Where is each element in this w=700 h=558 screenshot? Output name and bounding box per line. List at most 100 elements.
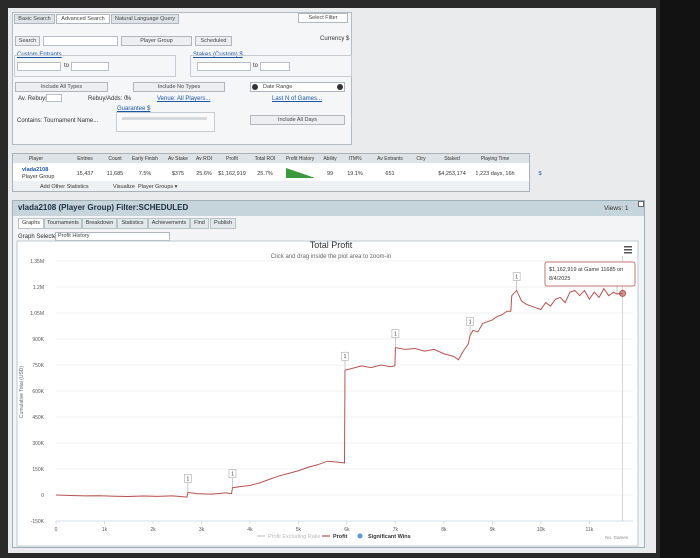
exclude-types[interactable]: Include No Types — [133, 82, 225, 92]
chart-title: Total Profit — [310, 240, 353, 250]
table-footer-link[interactable]: Visualize — [113, 184, 135, 190]
x-tick-label: 9k — [490, 527, 496, 533]
last-n[interactable]: Last N of Games... — [272, 96, 323, 102]
legend-label[interactable]: Profit Excluding Rake — [268, 534, 321, 540]
window-tab[interactable]: Achievements — [148, 218, 190, 229]
column-header: ITM% — [348, 156, 362, 162]
menu-icon[interactable] — [624, 246, 632, 254]
y-tick-label: 750K — [32, 363, 44, 369]
hover-point — [619, 289, 627, 297]
column-header: Ctry — [416, 156, 426, 162]
entrants-min[interactable] — [17, 62, 61, 71]
player-group-select[interactable]: Player Group — [121, 36, 192, 46]
legend-label[interactable]: Significant Wins — [368, 534, 411, 540]
y-tick-label: 900K — [32, 337, 44, 343]
column-header: Staked — [444, 156, 460, 162]
window-tab[interactable]: Publish — [210, 218, 236, 229]
close-button[interactable] — [638, 201, 644, 207]
search-button[interactable]: Search — [15, 36, 40, 46]
stakes-min[interactable] — [197, 62, 251, 71]
x-tick-label: 3k — [199, 527, 205, 533]
window-titlebar — [13, 201, 644, 216]
y-tick-label: 600K — [32, 389, 44, 395]
scheduled-select[interactable]: Scheduled — [195, 36, 232, 46]
to-label: to — [253, 63, 259, 69]
search-input[interactable] — [43, 36, 118, 46]
views: Views: 1 — [604, 205, 629, 212]
x-tick-label: 4k — [247, 527, 253, 533]
tooltip-text: 8/4/2025 — [549, 276, 570, 282]
x-tick-label: 10k — [537, 527, 546, 533]
tab[interactable]: Natural Language Query — [111, 14, 179, 24]
window-tab[interactable]: Breakdown — [82, 218, 117, 229]
y-tick-label: 1.35M — [30, 259, 44, 265]
table-footer — [13, 181, 529, 191]
flag — [184, 474, 192, 483]
window-tab[interactable]: Find — [190, 218, 209, 229]
table-cell: 1,223 days, 16h — [475, 171, 515, 177]
column-header: Player — [28, 156, 44, 162]
venue[interactable]: Venue: All Players... — [157, 96, 211, 102]
flag-label: 1 — [394, 332, 397, 338]
flag — [466, 317, 474, 326]
table-cell: $1,162,919 — [218, 171, 246, 177]
x-tick-label: 5k — [296, 527, 302, 533]
select-filter[interactable]: Select Filter — [298, 13, 348, 23]
column-header: Profit — [226, 156, 238, 162]
x-tick-label: 0 — [55, 527, 58, 533]
column-header: Early Finish — [131, 156, 159, 162]
chart-subtitle: Click and drag inside the plot area to z… — [271, 254, 391, 260]
legend-label[interactable]: Profit — [333, 534, 348, 540]
player-sub: Player Group — [22, 174, 55, 180]
tab-active[interactable]: Advanced Search — [56, 14, 110, 24]
x-tick-label: 2k — [150, 527, 156, 533]
tooltip — [544, 261, 636, 287]
date-range[interactable]: Date Range — [250, 82, 345, 92]
column-header: Profit History — [285, 156, 315, 162]
table-footer-link[interactable]: Player Groups ▾ — [138, 184, 178, 190]
entrants-max[interactable] — [71, 62, 109, 71]
y-tick-label: 1.05M — [30, 311, 44, 317]
table-cell: 15,437 — [76, 171, 94, 177]
slider-track — [122, 117, 207, 120]
x-tick-label: 7k — [393, 527, 399, 533]
contains-text[interactable]: Contains: Tournament Name... — [17, 118, 99, 124]
column-header: Total ROI — [254, 156, 276, 162]
sparkline — [286, 167, 318, 178]
table-cell[interactable]: $ — [538, 171, 542, 177]
window-tab[interactable]: Tournaments — [44, 218, 82, 229]
date-icon — [337, 84, 343, 90]
include-types[interactable]: Include All Types — [15, 82, 108, 92]
tab[interactable]: Basic Search — [14, 14, 55, 24]
include-days[interactable]: Include All Days — [250, 115, 345, 125]
table-cell: 99 — [326, 171, 334, 177]
menu-bar — [624, 246, 632, 248]
currency[interactable]: Currency $ — [320, 36, 350, 42]
player-name[interactable]: vlada2108 — [22, 167, 49, 173]
table-header — [13, 154, 529, 163]
percent: % — [126, 96, 132, 102]
table-footer-link[interactable]: Add Other Statistics — [40, 184, 89, 190]
x-tick-label: 6k — [344, 527, 350, 533]
y-tick-label: 1.2M — [33, 285, 44, 291]
column-header: Av Stake — [168, 156, 188, 162]
window-title: vlada2108 (Player Group) Filter:SCHEDULE… — [18, 203, 189, 212]
menu-bar — [624, 252, 632, 254]
flag — [341, 351, 349, 361]
rebuys-input[interactable] — [46, 94, 62, 102]
x-tick-label: 11k — [586, 527, 594, 533]
table-cell: 651 — [385, 171, 395, 177]
window-tab[interactable]: Statistics — [117, 218, 148, 229]
menu-bar — [624, 249, 632, 251]
table-cell: 25.6% — [196, 171, 212, 177]
tooltip-text: $1,162,919 at Game 11685 on — [549, 267, 623, 273]
guarantee[interactable]: Guarantee $ — [117, 106, 151, 112]
stakes-max[interactable] — [260, 62, 290, 71]
profit-line — [55, 287, 623, 498]
y-tick-label: 0 — [41, 493, 44, 499]
flag-label: 1 — [515, 274, 518, 280]
window-tab[interactable]: Graphs — [18, 218, 44, 229]
av-rebuys: Av. Rebuys — [18, 96, 49, 102]
